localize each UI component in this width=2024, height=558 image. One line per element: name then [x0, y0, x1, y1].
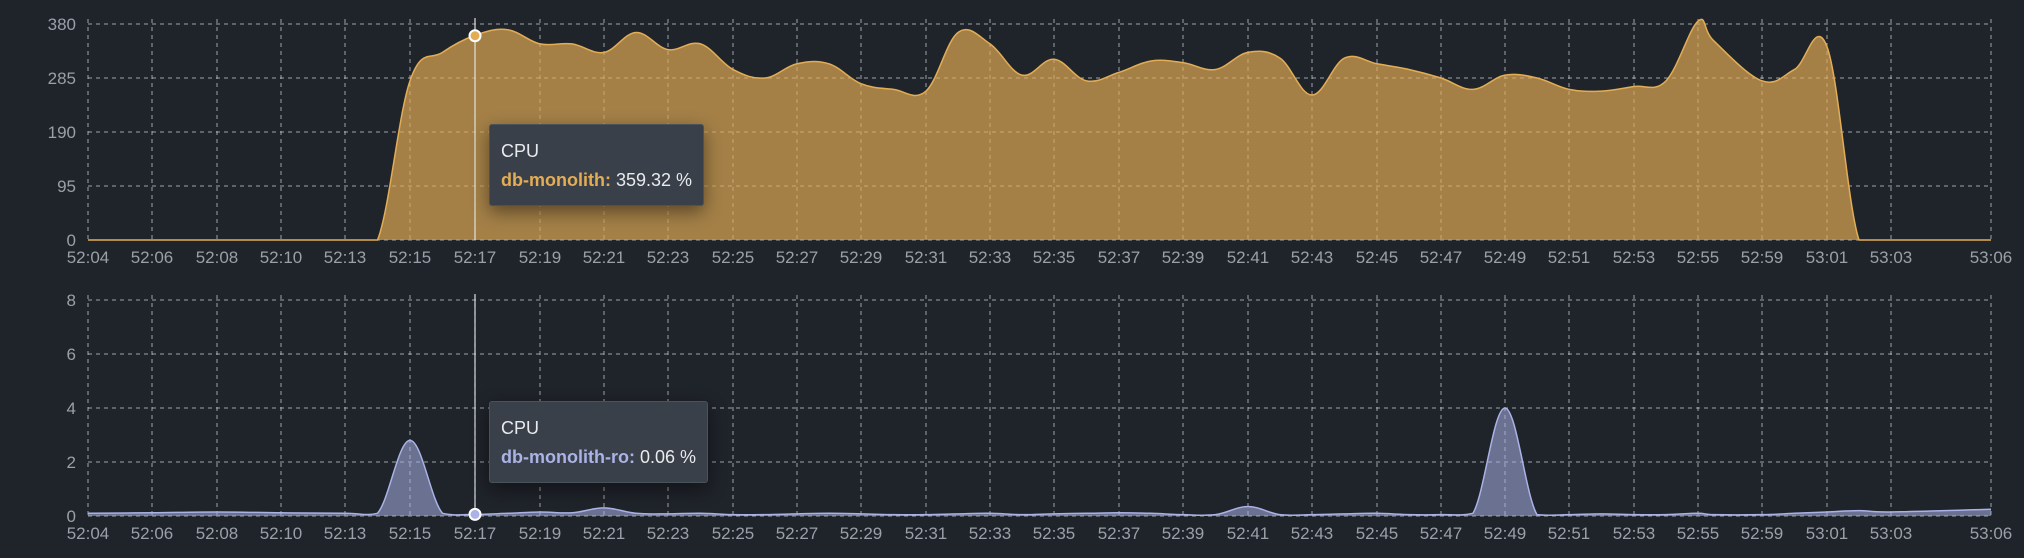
x-tick-label: 52:04 — [67, 248, 110, 267]
x-tick-label: 52:27 — [776, 248, 819, 267]
x-tick-label: 52:25 — [712, 248, 755, 267]
x-tick-label: 53:06 — [1970, 524, 2013, 543]
y-tick-label: 380 — [48, 15, 76, 34]
x-tick-label: 52:47 — [1420, 248, 1463, 267]
tooltip-value: 0.06 % — [639, 447, 697, 467]
series-line-db-monolith — [88, 18, 1991, 241]
x-tick-label: 52:29 — [840, 248, 883, 267]
x-tick-label: 52:15 — [389, 524, 432, 543]
y-tick-label: 2 — [67, 453, 76, 472]
y-tick-label: 0 — [67, 507, 76, 526]
x-tick-label: 52:13 — [324, 524, 367, 543]
x-tick-label: 52:53 — [1613, 524, 1656, 543]
x-tick-label: 52:08 — [196, 524, 239, 543]
tooltip-row: db-monolith: 359.32 % — [501, 166, 692, 195]
x-tick-label: 53:01 — [1806, 524, 1849, 543]
x-tick-label: 52:55 — [1677, 248, 1720, 267]
y-tick-label: 95 — [57, 177, 76, 196]
x-tick-label: 52:13 — [324, 248, 367, 267]
series-line-db-monolith-ro — [87, 407, 1992, 517]
x-tick-label: 52:08 — [196, 248, 239, 267]
x-tick-label: 52:37 — [1098, 524, 1141, 543]
x-tick-label: 53:03 — [1870, 248, 1913, 267]
x-tick-label: 52:17 — [454, 524, 497, 543]
x-tick-label: 52:25 — [712, 524, 755, 543]
hover-point-marker — [468, 29, 482, 43]
x-tick-label: 52:55 — [1677, 524, 1720, 543]
x-tick-label: 52:49 — [1484, 248, 1527, 267]
y-tick-label: 8 — [67, 291, 76, 310]
tooltip-series-label: db-monolith-ro: — [501, 447, 635, 467]
x-tick-label: 52:33 — [969, 524, 1012, 543]
x-tick-label: 52:41 — [1227, 248, 1270, 267]
x-tick-label: 52:49 — [1484, 524, 1527, 543]
x-tick-label: 52:21 — [583, 248, 626, 267]
x-tick-label: 52:53 — [1613, 248, 1656, 267]
x-tick-label: 52:04 — [67, 524, 110, 543]
x-tick-label: 52:39 — [1162, 524, 1205, 543]
x-tick-label: 52:15 — [389, 248, 432, 267]
x-tick-label: 52:39 — [1162, 248, 1205, 267]
x-tick-label: 52:21 — [583, 524, 626, 543]
x-tick-label: 52:59 — [1741, 524, 1784, 543]
x-tick-label: 52:19 — [519, 248, 562, 267]
x-tick-label: 52:33 — [969, 248, 1012, 267]
x-tick-label: 53:03 — [1870, 524, 1913, 543]
hover-point-marker — [468, 507, 482, 521]
x-tick-label: 52:23 — [647, 524, 690, 543]
y-tick-label: 4 — [67, 399, 76, 418]
cpu-chart-db-monolith[interactable]: 0 95 190 285 380 52:04 52:06 52:08 52:10 52:13 52:… — [48, 15, 2013, 267]
tooltip-series-label: db-monolith: — [501, 170, 611, 190]
tooltip-db-monolith: CPU db-monolith: 359.32 % — [489, 124, 705, 206]
x-tick-label: 52:45 — [1356, 524, 1399, 543]
x-tick-label: 53:06 — [1970, 248, 2013, 267]
x-tick-label: 52:10 — [260, 524, 303, 543]
x-tick-label: 52:41 — [1227, 524, 1270, 543]
series-area-db-monolith — [88, 19, 1991, 240]
x-tick-label: 52:10 — [260, 248, 303, 267]
tooltip-row: db-monolith-ro: 0.06 % — [501, 443, 696, 472]
y-tick-label: 285 — [48, 69, 76, 88]
x-tick-label: 52:59 — [1741, 248, 1784, 267]
y-tick-label: 190 — [48, 123, 76, 142]
x-tick-label: 52:51 — [1548, 248, 1591, 267]
x-tick-label: 52:27 — [776, 524, 819, 543]
x-tick-label: 52:51 — [1548, 524, 1591, 543]
cpu-chart-db-monolith-ro[interactable]: 0 2 4 6 8 52:04 52:06 52:08 52:10 52:13 52:15 52:17… — [67, 291, 2013, 543]
x-tick-label: 52:06 — [131, 524, 174, 543]
x-tick-label: 52:19 — [519, 524, 562, 543]
x-tick-label: 52:35 — [1033, 248, 1076, 267]
tooltip-value: 359.32 % — [615, 170, 693, 190]
y-tick-label: 6 — [67, 345, 76, 364]
x-tick-label: 53:01 — [1806, 248, 1849, 267]
x-tick-label: 52:31 — [905, 524, 948, 543]
x-tick-label: 52:43 — [1291, 248, 1334, 267]
x-tick-label: 52:23 — [647, 248, 690, 267]
x-tick-label: 52:35 — [1033, 524, 1076, 543]
x-tick-label: 52:37 — [1098, 248, 1141, 267]
y-tick-label: 0 — [67, 231, 76, 250]
x-tick-label: 52:45 — [1356, 248, 1399, 267]
x-tick-label: 52:47 — [1420, 524, 1463, 543]
tooltip-title: CPU — [501, 141, 540, 161]
tooltip-title: CPU — [501, 418, 540, 438]
tooltip-db-monolith-ro: CPU db-monolith-ro: 0.06 % — [489, 401, 709, 483]
x-tick-label: 52:06 — [131, 248, 174, 267]
x-tick-label: 52:31 — [905, 248, 948, 267]
x-tick-label: 52:29 — [840, 524, 883, 543]
series-area-db-monolith-ro — [88, 407, 1991, 516]
x-tick-label: 52:17 — [454, 248, 497, 267]
x-tick-label: 52:43 — [1291, 524, 1334, 543]
